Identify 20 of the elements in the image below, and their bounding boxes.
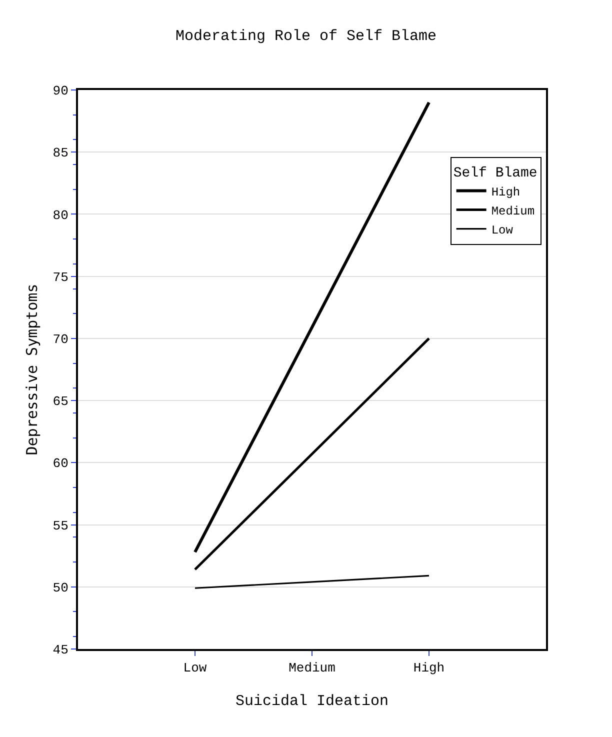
x-axis-title: Suicidal Ideation: [235, 693, 389, 710]
x-tick-label: Medium: [288, 660, 336, 676]
legend-title: Self Blame: [453, 165, 538, 182]
y-tick-label: 65: [52, 394, 68, 410]
y-tick-label: 75: [52, 270, 68, 285]
y-tick-label: 55: [52, 518, 68, 534]
y-tick-label: 70: [52, 332, 68, 347]
y-tick-label: 80: [52, 208, 68, 223]
y-tick-label: 60: [52, 456, 68, 472]
x-tick-label: Low: [183, 660, 207, 676]
legend-label: High: [491, 185, 520, 200]
legend-label: Low: [491, 223, 514, 238]
y-tick-label: 85: [52, 146, 68, 161]
y-tick-label: 90: [52, 84, 68, 99]
legend-label: Medium: [491, 204, 535, 218]
x-tick-label: High: [413, 660, 445, 676]
y-tick-label: 50: [52, 580, 68, 596]
chart-title: Moderating Role of Self Blame: [175, 28, 437, 45]
y-axis-title: Depressive Symptoms: [23, 284, 41, 456]
y-tick-label: 45: [52, 642, 68, 658]
